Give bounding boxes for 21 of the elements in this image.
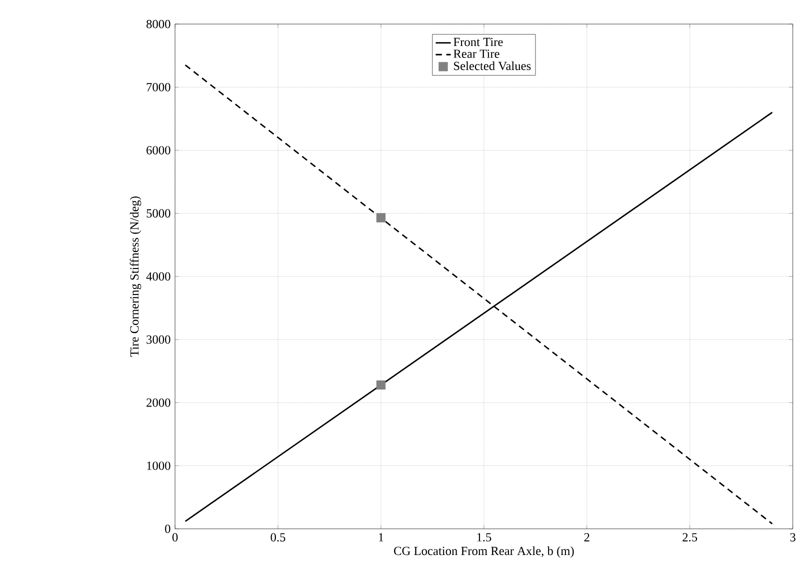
- y-tick-label: 0: [165, 524, 170, 534]
- x-tick-label: 2.5: [682, 533, 698, 542]
- y-tick-label: 5000: [146, 209, 170, 218]
- x-tick-label: 3: [790, 533, 796, 542]
- y-tick-label: 7000: [146, 83, 170, 92]
- y-tick-label: 6000: [146, 146, 170, 155]
- x-tick-label: 0: [172, 533, 178, 542]
- y-tick-label: 4000: [146, 272, 170, 281]
- x-tick-label: 1: [378, 533, 384, 542]
- legend-label: Front Tire: [454, 38, 503, 46]
- y-tick-label: 2000: [146, 398, 170, 407]
- x-axis-title: CG Location From Rear Axle, b (m): [394, 546, 574, 558]
- x-tick-label: 1.5: [477, 533, 492, 542]
- y-tick-label: 3000: [146, 336, 170, 344]
- y-tick-label: 8000: [146, 20, 170, 28]
- x-tick-label: 2: [584, 533, 590, 542]
- x-tick-label: 0.5: [270, 533, 286, 542]
- legend-label: Selected Values: [454, 62, 531, 70]
- legend-label: Rear Tire: [454, 50, 500, 58]
- y-tick-label: 1000: [147, 462, 170, 470]
- y-axis-title: Tire Cornering Stiffness (N/deg): [130, 196, 142, 357]
